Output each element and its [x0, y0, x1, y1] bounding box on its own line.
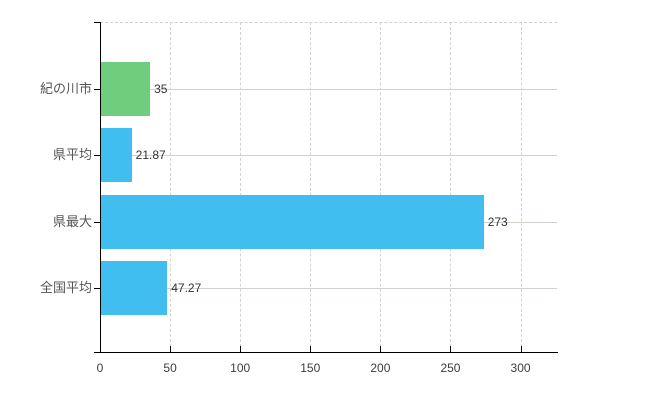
- x-axis-tick: [450, 346, 452, 352]
- y-axis-tick: [94, 88, 100, 90]
- y-axis-tick: [94, 288, 100, 289]
- bar-value-label: 21.87: [135, 148, 166, 162]
- x-tick-label: 50: [163, 361, 177, 375]
- vertical-gridline: [240, 22, 242, 352]
- y-axis-top-tick: [94, 22, 100, 23]
- bar-3: [101, 261, 168, 315]
- bar-0: [101, 61, 151, 116]
- x-axis-tick: [310, 346, 312, 352]
- category-label: 県平均: [52, 147, 92, 162]
- horizontal-gridline: [100, 88, 557, 90]
- y-axis-line: [100, 22, 101, 353]
- horizontal-gridline: [100, 288, 557, 289]
- x-tick-label: 200: [370, 361, 391, 375]
- category-label: 全国平均: [39, 280, 92, 295]
- x-tick-label: 150: [300, 361, 321, 375]
- y-axis-tick: [94, 155, 100, 156]
- vertical-gridline: [450, 22, 452, 352]
- x-tick-label: 0: [96, 361, 104, 375]
- plot-top-border: [100, 22, 557, 23]
- vertical-gridline: [170, 22, 172, 352]
- horizontal-gridline: [100, 155, 557, 156]
- bar-value-label: 273: [487, 214, 508, 229]
- vertical-gridline: [310, 22, 312, 352]
- vertical-gridline: [520, 22, 522, 352]
- x-axis-tick: [170, 346, 172, 352]
- x-tick-label: 250: [440, 361, 461, 375]
- category-label: 県最大: [52, 213, 92, 229]
- vertical-gridline: [380, 22, 382, 352]
- x-axis-line: [94, 352, 558, 353]
- bar-2: [101, 194, 484, 249]
- x-tick-label: 100: [230, 361, 251, 375]
- x-axis-tick: [240, 346, 242, 352]
- x-axis-tick: [380, 346, 382, 352]
- x-tick-label: 300: [510, 361, 531, 375]
- bar-value-label: 35: [154, 81, 168, 96]
- x-axis-tick: [520, 346, 522, 352]
- y-axis-tick: [94, 221, 100, 223]
- bar-1: [101, 128, 132, 182]
- category-label: 紀の川市: [39, 80, 92, 96]
- bar-value-label: 47.27: [171, 281, 202, 295]
